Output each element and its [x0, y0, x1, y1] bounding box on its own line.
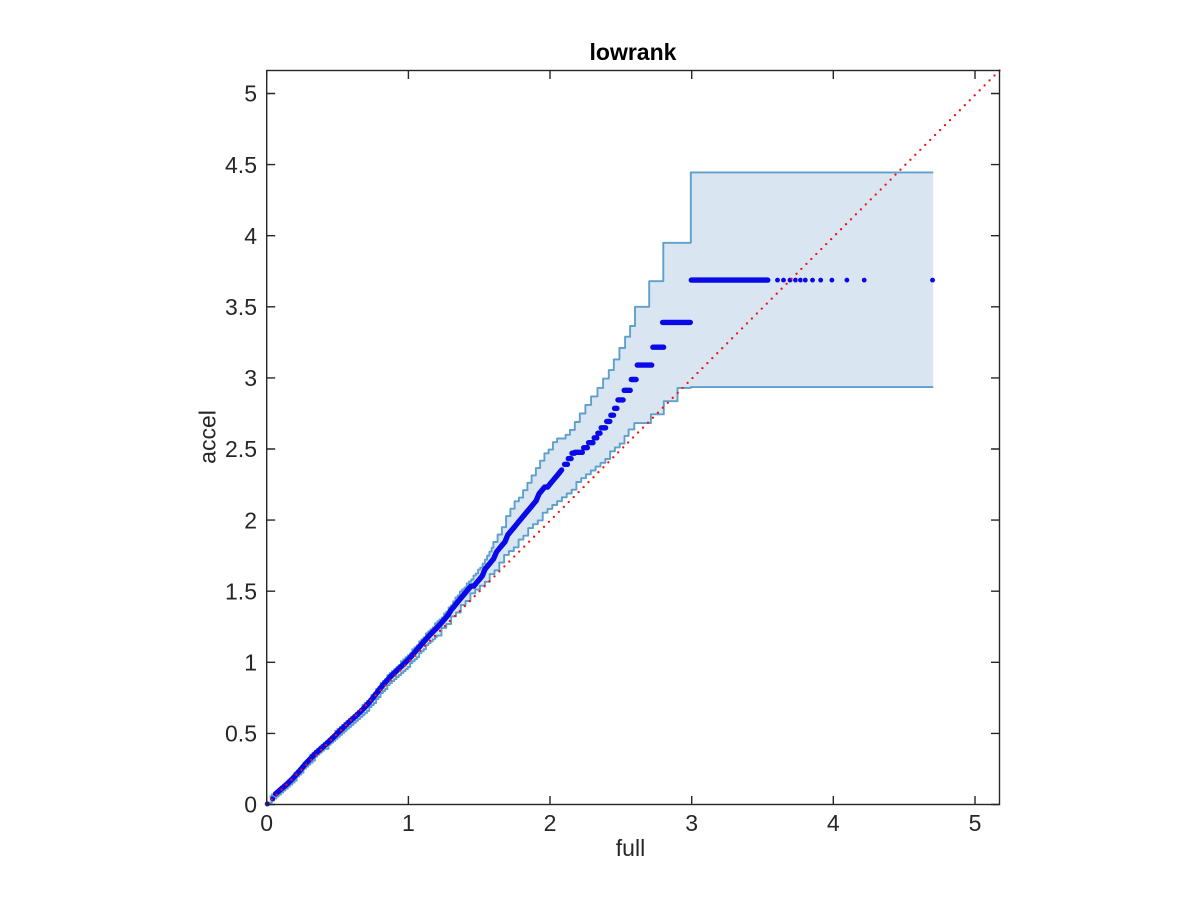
- svg-text:2.5: 2.5: [225, 436, 257, 462]
- svg-text:3: 3: [685, 810, 698, 836]
- svg-text:1: 1: [402, 810, 415, 836]
- svg-text:4: 4: [244, 223, 257, 249]
- svg-text:accel: accel: [195, 410, 221, 464]
- svg-text:0: 0: [244, 792, 257, 818]
- svg-text:3: 3: [244, 365, 257, 391]
- svg-text:5: 5: [969, 810, 982, 836]
- svg-text:3.5: 3.5: [225, 294, 257, 320]
- svg-text:1: 1: [244, 650, 257, 676]
- svg-text:2: 2: [544, 810, 557, 836]
- svg-text:full: full: [616, 835, 645, 861]
- svg-text:0: 0: [260, 810, 273, 836]
- svg-text:4.5: 4.5: [225, 152, 257, 178]
- svg-text:5: 5: [244, 81, 257, 107]
- svg-text:1.5: 1.5: [225, 578, 257, 604]
- svg-text:2: 2: [244, 507, 257, 533]
- svg-text:0.5: 0.5: [225, 721, 257, 747]
- svg-text:lowrank: lowrank: [590, 39, 677, 65]
- svg-text:4: 4: [827, 810, 840, 836]
